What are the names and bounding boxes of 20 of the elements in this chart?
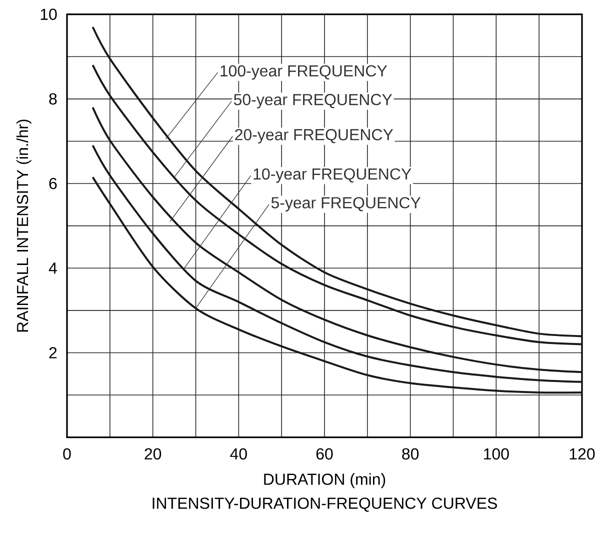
y-tick-label: 4 xyxy=(48,262,57,274)
x-tick-label: 120 xyxy=(570,448,595,460)
annotation: 20-year FREQUENCY xyxy=(235,128,394,144)
y-tick-label: 6 xyxy=(49,178,57,190)
y-tick-label: 10 xyxy=(40,8,57,20)
x-axis-title: DURATION (min) xyxy=(264,473,386,488)
y-tick-label: 2 xyxy=(49,346,57,358)
x-tick-label: 0 xyxy=(63,448,71,460)
x-tick-label: 40 xyxy=(230,448,247,460)
y-axis-title: RAINFALL INTENSITY (in./hr) xyxy=(16,120,32,332)
annotation: 5-year FREQUENCY xyxy=(271,196,421,212)
x-tick-label: 80 xyxy=(402,448,419,460)
x-tick-label: 100 xyxy=(484,448,509,460)
annotation: 100-year FREQUENCY xyxy=(220,65,388,80)
annotation: 10-year FREQUENCY xyxy=(254,168,412,183)
x-tick-label: 20 xyxy=(144,448,162,460)
x-tick-label: 60 xyxy=(316,448,333,460)
y-tick-label: 8 xyxy=(49,93,57,104)
annotation: 50-year FREQUENCY xyxy=(234,94,392,108)
text: INTENSITY-DURATION-FREQUENCY CURVES xyxy=(152,497,497,512)
